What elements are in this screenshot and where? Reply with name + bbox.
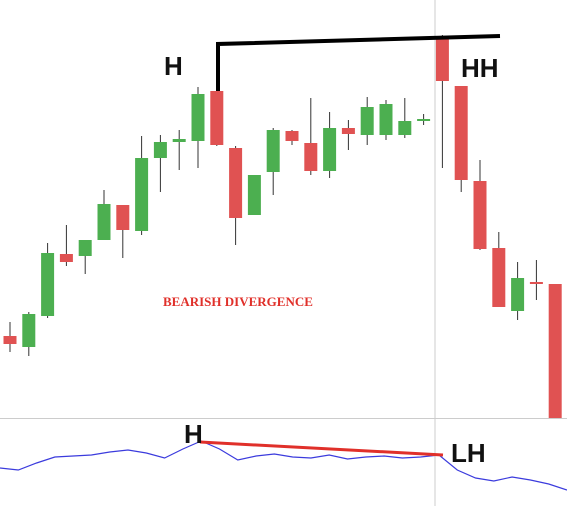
chart-title: BEARISH DIVERGENCE (163, 294, 313, 309)
candle-body (285, 131, 299, 141)
candle-body (529, 282, 543, 284)
candle-body (210, 91, 224, 145)
candle-body (266, 130, 280, 172)
candle-body (417, 119, 431, 121)
candle-body (247, 175, 261, 215)
candle-body (59, 254, 73, 262)
annotation: LH (451, 438, 486, 468)
candle-body (304, 143, 318, 171)
annotation: HH (461, 53, 499, 83)
candle-body (135, 158, 149, 231)
candle-body (97, 204, 111, 240)
oscillator-line (0, 440, 567, 491)
divergence-line (199, 440, 444, 457)
candle-body (454, 86, 468, 180)
oscillator (0, 440, 567, 491)
candle-body (341, 128, 355, 134)
candle-body (229, 148, 243, 218)
candles (3, 35, 562, 418)
candle-body (492, 248, 506, 307)
candle-body (548, 284, 562, 418)
annotation: H (184, 419, 203, 449)
candle-body (435, 38, 449, 81)
candle-body (153, 142, 167, 158)
candle-body (473, 181, 487, 249)
trend-line (216, 34, 501, 91)
candle-body (78, 240, 92, 256)
candle-body (22, 314, 36, 347)
candle-body (191, 94, 205, 141)
candle-body (3, 336, 17, 344)
candle-body (398, 121, 412, 135)
candle-body (323, 128, 337, 171)
candle-body (511, 278, 525, 311)
annotation: H (164, 51, 183, 81)
candle-body (41, 253, 55, 316)
candle-body (360, 107, 374, 135)
candle-body (116, 205, 130, 230)
candle-body (379, 104, 393, 135)
candle-body (172, 139, 186, 142)
